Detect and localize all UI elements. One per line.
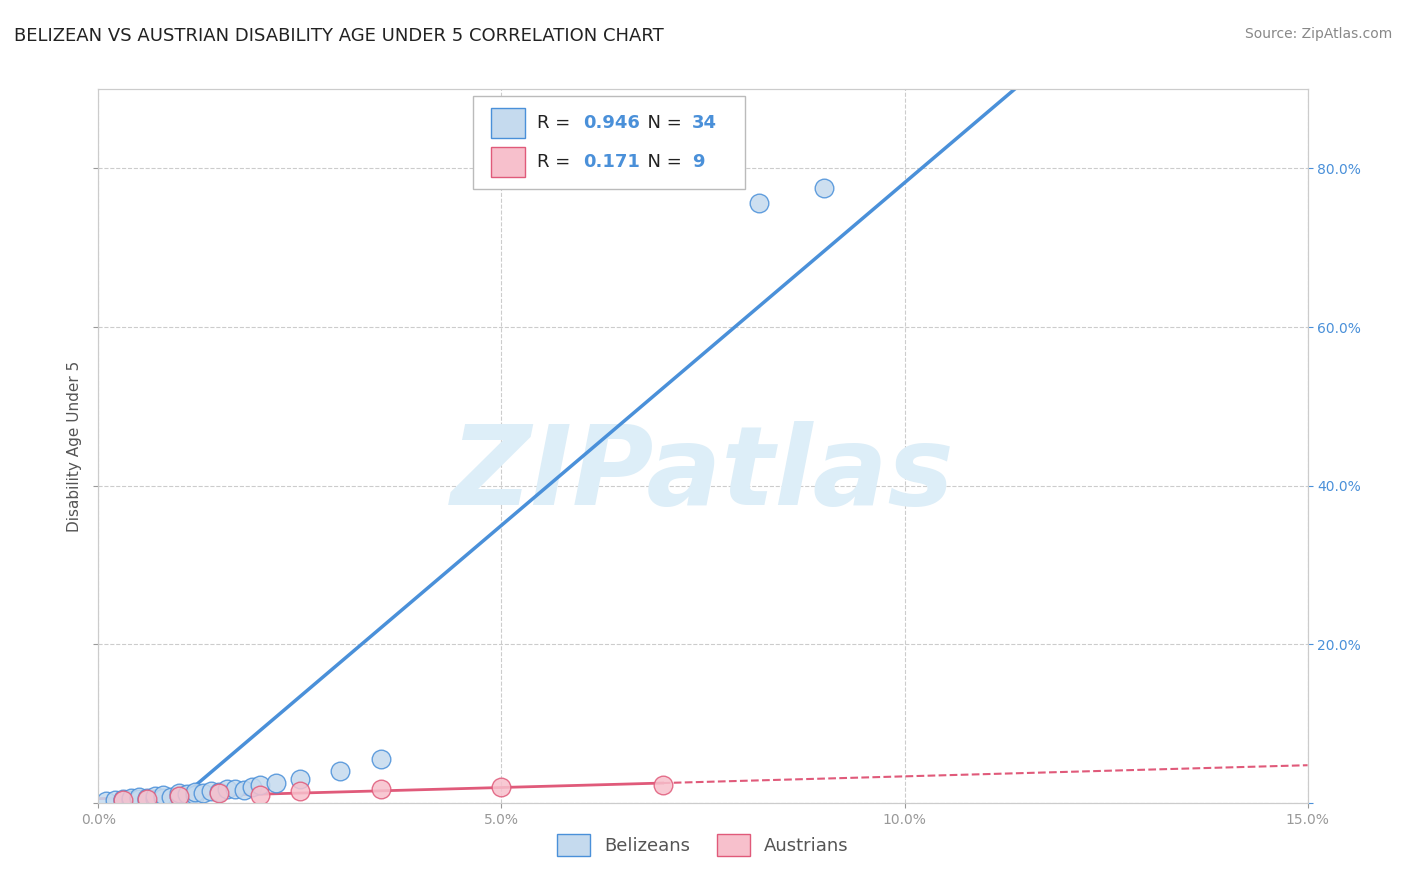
Point (120, 792, 142, 806)
Point (135, 792, 157, 806)
Point (184, 788, 207, 802)
Point (288, 784, 311, 798)
Point (748, 195, 770, 210)
Point (103, 793, 125, 807)
Y-axis label: Disability Age Under 5: Disability Age Under 5 (66, 360, 82, 532)
Text: N =: N = (637, 114, 688, 132)
Text: 34: 34 (692, 114, 717, 132)
Point (217, 781, 239, 796)
Point (111, 792, 134, 806)
Point (167, 786, 190, 800)
Point (208, 785, 231, 799)
FancyBboxPatch shape (474, 96, 745, 189)
Point (193, 786, 215, 800)
Point (167, 789, 190, 803)
Point (111, 793, 134, 807)
Point (249, 788, 271, 802)
Point (232, 783, 254, 797)
Point (329, 764, 352, 778)
Point (813, 181, 835, 195)
Legend: Belizeans, Austrians: Belizeans, Austrians (548, 825, 858, 865)
Point (128, 792, 150, 806)
Point (370, 752, 392, 766)
Point (176, 787, 198, 801)
Text: 0.946: 0.946 (583, 114, 640, 132)
Point (111, 793, 134, 807)
Point (224, 782, 246, 797)
Point (200, 784, 222, 798)
Text: Source: ZipAtlas.com: Source: ZipAtlas.com (1244, 27, 1392, 41)
Text: R =: R = (537, 153, 582, 171)
Point (249, 778, 271, 792)
Point (370, 781, 392, 796)
Point (152, 791, 174, 805)
Point (208, 786, 231, 800)
Point (96, 794, 118, 808)
Point (135, 791, 157, 805)
Point (120, 791, 142, 805)
Point (491, 780, 513, 794)
Point (152, 788, 174, 802)
Text: BELIZEAN VS AUSTRIAN DISABILITY AGE UNDER 5 CORRELATION CHART: BELIZEAN VS AUSTRIAN DISABILITY AGE UNDE… (14, 27, 664, 45)
Text: 0.171: 0.171 (583, 153, 640, 171)
Point (143, 792, 166, 806)
Point (135, 792, 157, 806)
FancyBboxPatch shape (492, 109, 526, 138)
Text: R =: R = (537, 114, 576, 132)
Text: 9: 9 (692, 153, 704, 171)
Point (143, 789, 166, 804)
Point (128, 790, 150, 805)
Point (167, 789, 190, 804)
Point (160, 790, 183, 805)
FancyBboxPatch shape (492, 147, 526, 177)
Point (264, 776, 287, 790)
Point (184, 785, 207, 799)
Point (288, 772, 311, 786)
Point (240, 780, 263, 794)
Point (651, 778, 673, 792)
Text: ZIPatlas: ZIPatlas (451, 421, 955, 528)
Text: N =: N = (637, 153, 693, 171)
